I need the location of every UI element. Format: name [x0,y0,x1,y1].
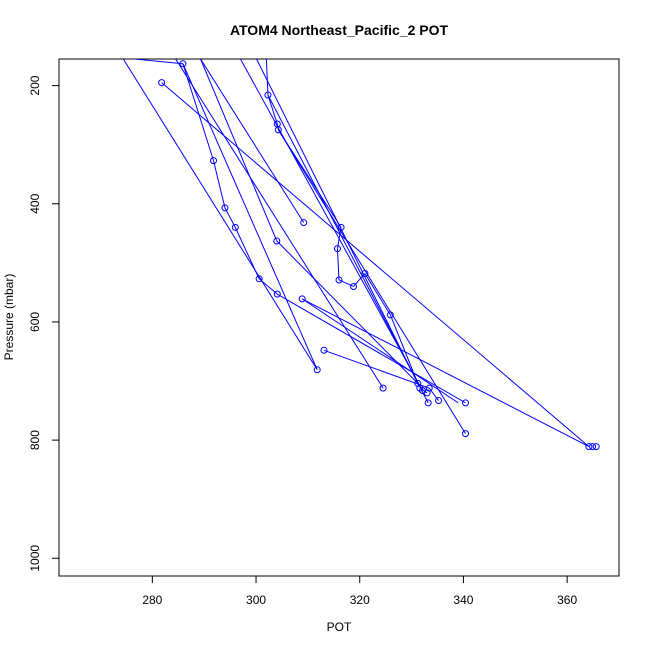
series-line-segment [301,298,590,448]
series-line-segment [323,349,430,389]
data-point [158,79,166,87]
data-point [592,443,600,451]
data-point [210,157,218,165]
series-line-segment [336,248,340,281]
x-tick-label: 360 [557,593,577,607]
data-point [350,282,358,290]
y-axis: 200 400 600 800 1000 [28,75,59,572]
data-point [585,443,593,451]
data-point [264,91,272,99]
data-point [333,245,341,253]
data-point [273,237,281,245]
series-line-segment [419,387,428,394]
data-point [231,223,239,231]
data-point [300,219,308,227]
series-line-segment [224,207,236,228]
series-line-segment [428,387,439,401]
data-point [425,384,433,392]
x-tick-label: 280 [142,593,162,607]
series-line-segment [161,82,590,447]
series-line-segment [134,59,183,65]
y-tick-label: 1000 [28,545,42,572]
data-point [589,443,597,451]
series-line-segment [265,59,269,96]
data-point [435,397,443,405]
series-lines [122,59,590,448]
series-line-segment [240,59,423,391]
data-point [335,276,343,284]
data-point [274,126,282,134]
data-point [361,269,369,277]
series-line-segment [175,59,384,389]
series-line-segment [200,59,305,223]
series-line-segment [277,129,466,434]
series-line-segment [277,293,466,404]
series-line-segment [276,240,419,384]
series-line-segment [267,94,278,125]
x-axis: 280 300 320 340 360 [142,576,577,607]
series-line-segment [182,63,318,370]
data-point [379,384,387,392]
x-tick-label: 340 [453,593,473,607]
series-line-segment [182,63,214,161]
x-axis-label: POT [327,620,352,634]
data-point [386,311,394,319]
series-line-segment [213,160,226,209]
data-point [255,275,263,283]
data-point [273,290,281,298]
data-point [337,223,345,231]
data-point [320,346,328,354]
data-point [313,366,321,374]
series-line-segment [122,59,318,371]
y-tick-label: 800 [28,430,42,450]
data-point [462,399,470,407]
series-points [158,60,600,451]
x-tick-label: 300 [246,593,266,607]
data-point [221,204,229,212]
series-line-segment [200,59,278,242]
series-line-segment [389,314,419,384]
data-point [298,295,306,303]
data-point [462,430,470,438]
chart-title: ATOM4 Northeast_Pacific_2 POT [230,22,449,38]
data-point [179,60,187,68]
series-line-segment [364,273,391,316]
series-line-segment [338,279,354,287]
plot-frame [58,58,620,577]
x-tick-label: 320 [350,593,370,607]
y-tick-label: 200 [28,75,42,95]
y-axis-label: Pressure (mbar) [2,274,16,361]
y-tick-label: 600 [28,312,42,332]
data-point [424,399,432,407]
series-line-segment [301,298,459,404]
y-tick-label: 400 [28,193,42,213]
